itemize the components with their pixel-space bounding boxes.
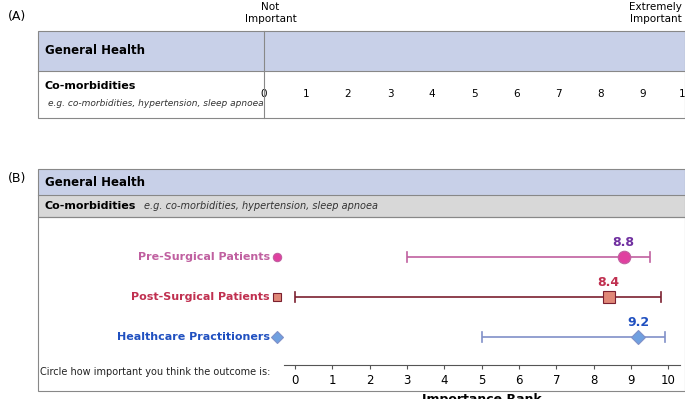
Text: 10: 10 [678, 89, 685, 99]
Text: Post-Surgical Patients: Post-Surgical Patients [132, 292, 270, 302]
Text: Extremely
Important: Extremely Important [629, 2, 682, 24]
Text: Co-morbidities: Co-morbidities [45, 81, 136, 91]
Text: 4: 4 [429, 89, 436, 99]
Text: (B): (B) [8, 172, 27, 185]
Text: Circle how important you think the outcome is:: Circle how important you think the outco… [40, 367, 270, 377]
Text: 8.4: 8.4 [597, 276, 620, 289]
Text: (A): (A) [8, 10, 27, 23]
Text: 8.8: 8.8 [612, 236, 634, 249]
Text: e.g. co-morbidities, hypertension, sleep apnoea: e.g. co-morbidities, hypertension, sleep… [48, 99, 264, 108]
Text: 5: 5 [471, 89, 477, 99]
Text: Not
Important: Not Important [245, 2, 297, 24]
Text: General Health: General Health [45, 176, 145, 189]
Text: 9.2: 9.2 [627, 316, 649, 329]
Bar [38, 169, 685, 195]
X-axis label: Importance Rank: Importance Rank [422, 393, 541, 399]
Text: 6: 6 [513, 89, 520, 99]
Text: 7: 7 [556, 89, 562, 99]
Text: Co-morbidities: Co-morbidities [45, 201, 136, 211]
Text: Pre-Surgical Patients: Pre-Surgical Patients [138, 252, 270, 262]
Bar [38, 71, 685, 118]
Bar [38, 31, 685, 71]
Text: 8: 8 [597, 89, 604, 99]
Text: 9: 9 [640, 89, 646, 99]
Bar [38, 217, 685, 391]
Text: 0: 0 [260, 89, 267, 99]
Text: Healthcare Practitioners: Healthcare Practitioners [117, 332, 270, 342]
Bar [38, 195, 685, 217]
Text: 3: 3 [387, 89, 393, 99]
Text: General Health: General Health [45, 44, 145, 57]
Text: 1: 1 [303, 89, 309, 99]
Text: 2: 2 [345, 89, 351, 99]
Text: e.g. co-morbidities, hypertension, sleep apnoea: e.g. co-morbidities, hypertension, sleep… [144, 201, 378, 211]
Bar [38, 169, 685, 217]
